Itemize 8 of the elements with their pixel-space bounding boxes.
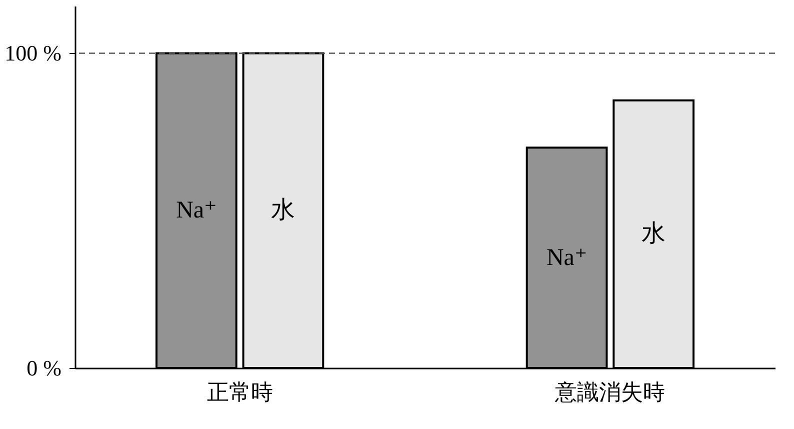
series-label: 水 <box>271 198 296 224</box>
text: Na⁺ <box>546 244 588 271</box>
x-tick-label: 正常時 <box>206 380 273 404</box>
series-label: Na⁺ <box>176 198 217 224</box>
text: 水 <box>642 221 666 248</box>
y-tick-label: 100 % <box>4 40 62 66</box>
y-tick-label: 0 % <box>26 356 62 380</box>
x-tick-label: 意識消失時 <box>554 380 666 404</box>
